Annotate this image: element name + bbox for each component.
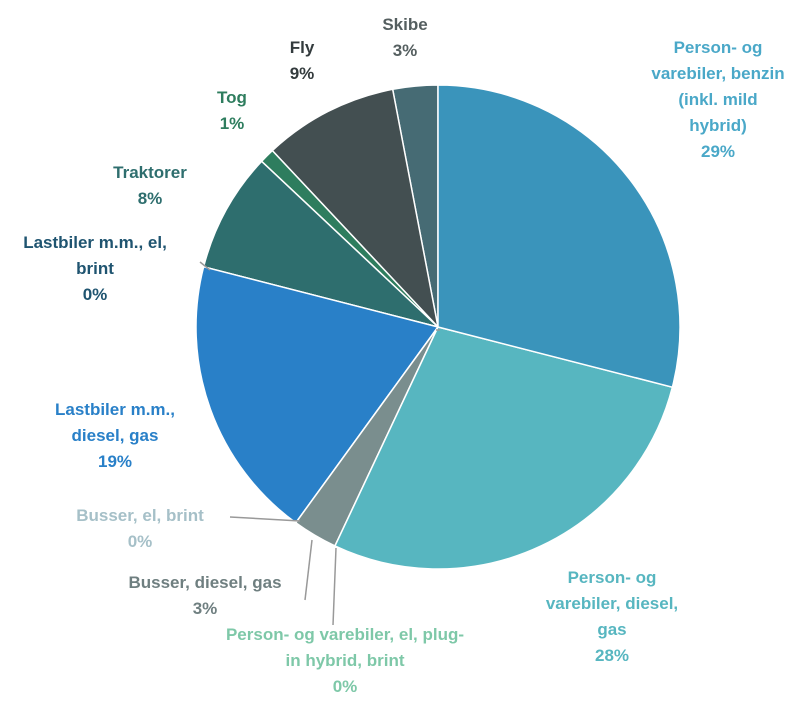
- pie-slice: [202, 160, 439, 328]
- value-label: 0%: [332, 677, 358, 696]
- value-label: 19%: [97, 452, 133, 471]
- category-label: Fly: [289, 38, 315, 57]
- pie-slice: [437, 84, 681, 389]
- category-label: Lastbiler m.m., diesel, gas: [55, 400, 175, 445]
- value-label: 0%: [127, 532, 153, 551]
- pie-slice: [195, 265, 440, 524]
- value-label: 3%: [392, 41, 418, 60]
- leader-line: [229, 516, 301, 522]
- value-label: 3%: [192, 599, 218, 618]
- data-label: Fly 9%: [262, 35, 342, 87]
- value-label: 1%: [219, 114, 245, 133]
- data-label: Person- og varebiler, diesel, gas 28%: [542, 565, 682, 669]
- value-label: 29%: [700, 142, 736, 161]
- data-label: Person- og varebiler, benzin (inkl. mild…: [651, 35, 786, 165]
- data-label: Lastbiler m.m., diesel, gas 19%: [38, 397, 193, 475]
- category-label: Person- og varebiler, benzin (inkl. mild…: [651, 38, 785, 135]
- data-label: Person- og varebiler, el, plug-in hybrid…: [225, 622, 465, 700]
- data-label: Tog 1%: [192, 85, 272, 137]
- leader-line: [199, 261, 211, 271]
- leader-line: [304, 539, 313, 601]
- pie-slice: [333, 326, 674, 570]
- value-label: 8%: [137, 189, 163, 208]
- category-label: Person- og varebiler, el, plug-in hybrid…: [225, 625, 465, 670]
- category-label: Traktorer: [113, 163, 187, 182]
- data-label: Traktorer 8%: [75, 160, 225, 212]
- value-label: 9%: [289, 64, 315, 83]
- value-label: 0%: [82, 285, 108, 304]
- category-label: Lastbiler m.m., el, brint: [23, 233, 167, 278]
- data-label: Lastbiler m.m., el, brint 0%: [18, 230, 173, 308]
- data-label: Skibe 3%: [365, 12, 445, 64]
- category-label: Busser, el, brint: [76, 506, 204, 525]
- leader-line: [332, 547, 337, 626]
- pie-slice: [271, 88, 440, 330]
- value-label: 28%: [594, 646, 630, 665]
- data-label: Busser, el, brint 0%: [40, 503, 240, 555]
- category-label: Person- og varebiler, diesel, gas: [545, 568, 679, 639]
- data-label: Busser, diesel, gas 3%: [95, 570, 315, 622]
- category-label: Skibe: [382, 15, 428, 34]
- category-label: Busser, diesel, gas: [128, 573, 282, 592]
- category-label: Tog: [217, 88, 247, 107]
